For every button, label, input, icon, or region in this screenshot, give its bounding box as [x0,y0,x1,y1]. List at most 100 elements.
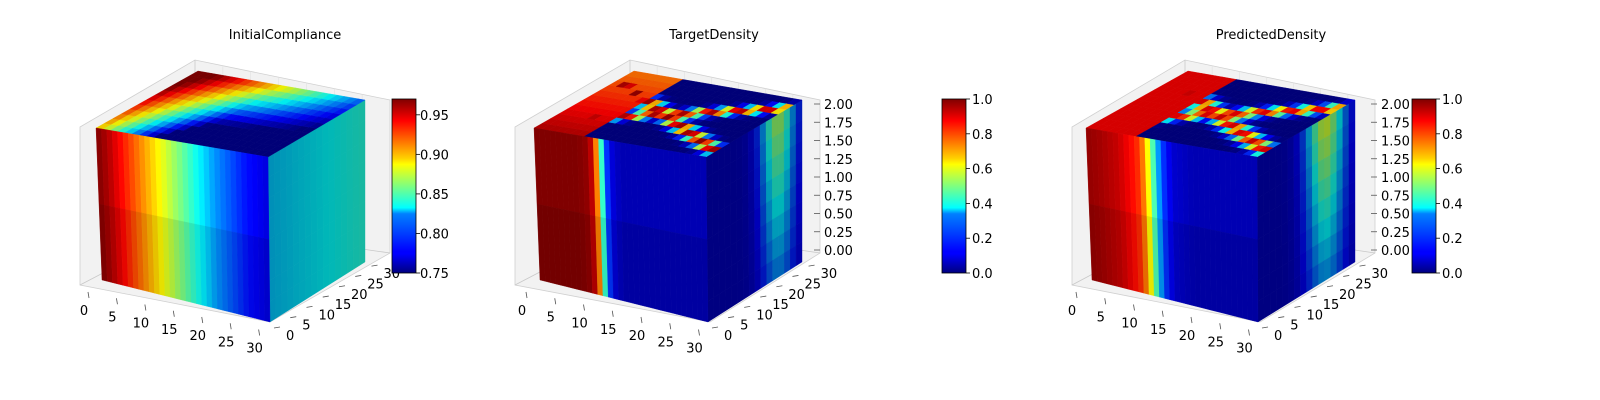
z-tick-label: 0.00 [1381,244,1410,259]
x-tick-mark [1219,323,1222,330]
z-tick-label: 0.75 [824,189,853,204]
voxel-side [292,200,300,226]
voxel-side [1324,154,1331,180]
voxel-side [736,278,744,304]
voxel-side [789,103,797,128]
voxel-side [789,204,797,230]
voxel-side [287,265,294,291]
voxel-side [771,113,779,139]
voxel-side [286,162,293,188]
voxel-side [1287,155,1295,181]
voxel-side [771,154,779,180]
voxel-side [352,123,360,149]
voxel-side [784,248,791,274]
voxel-side [1262,149,1270,175]
voxel-side [298,155,305,181]
voxel-side [742,254,750,280]
voxel-side [723,142,731,168]
voxel-side [322,222,330,248]
voxel-side [1281,241,1289,267]
y-tick-label: 0 [724,329,732,344]
voxel-front [1240,154,1248,238]
z-tick-label: 0.00 [824,244,853,259]
voxel-front [1236,234,1243,319]
z-tick-label: 0.50 [824,208,853,223]
voxel-side [772,195,779,221]
voxel-side [772,174,779,200]
voxel-side [1330,252,1338,278]
voxel-side [1256,173,1264,199]
voxel-side [1330,232,1337,258]
voxel-side [328,239,336,265]
voxel-side [712,252,720,278]
x-tick-mark [229,323,232,330]
colorbar-predicted-density: 0.0 0.2 0.4 0.6 0.8 1.0 [1411,93,1463,282]
voxel-side [328,219,336,245]
voxel-side [323,263,330,289]
voxel-side [748,169,755,194]
voxel-side [1324,215,1331,241]
voxel-side [713,272,720,299]
voxel-side [1287,196,1295,222]
voxel-side [795,241,803,267]
voxel-side [299,278,306,304]
y-tick-mark [371,264,378,267]
voxel-side [1269,289,1277,315]
voxel-front [1251,155,1258,240]
x-tick-label: 30 [1236,342,1253,357]
voxel-side [1305,124,1313,150]
x-tick-label: 10 [1121,317,1138,332]
voxel-side [777,130,785,156]
voxel-side [753,144,761,170]
voxel-side [298,176,306,202]
voxel-front [1246,237,1254,321]
x-tick-mark [201,316,204,324]
colorbar-tick-label: 0.0 [1442,267,1463,282]
voxel-side [340,110,348,135]
voxel-side [736,237,744,263]
colorbar-tick-label: 0.2 [1442,232,1463,247]
voxel-side [760,263,767,289]
colorbar-tick-label: 0.2 [972,232,993,247]
z-tick-label: 1.75 [824,116,853,131]
voxel-side [1318,137,1325,163]
voxel-side [1269,248,1277,274]
colorbar-tick-label: 0.4 [972,197,993,212]
voxel-side [1269,166,1276,192]
voxel-side [1299,209,1307,235]
x-tick-mark [698,329,700,336]
voxel-side [1269,228,1277,254]
voxel-side [718,166,725,192]
voxel-side [1348,119,1356,145]
voxel-side [358,180,366,206]
voxel-side [1312,182,1319,207]
voxel-side [790,245,797,270]
voxel-side [729,159,737,185]
voxel-side [777,171,785,196]
voxel-side [358,140,366,165]
voxel-side [1348,221,1356,246]
voxel-top [349,98,366,105]
voxel-side [1342,143,1350,169]
voxel-side [322,161,330,187]
colorbar-tick-label: 0.95 [420,109,449,124]
voxel-side [748,250,756,276]
voxel-side [772,215,779,241]
voxel-side [789,224,797,250]
voxel-side [281,248,288,274]
voxel-side [1342,103,1350,128]
y-tick-label: 30 [821,267,838,282]
voxel-side [340,211,348,237]
voxel-side [1275,203,1283,229]
voxel-side [1269,269,1277,295]
voxel-side [719,269,726,295]
voxel-side [1330,191,1337,217]
voxel-side [766,239,773,265]
voxel-side [316,185,324,211]
voxel-side [1336,208,1344,233]
voxel-side [346,106,354,132]
voxel-side [789,184,797,209]
voxel-front [263,238,271,323]
voxel-side [1330,130,1337,156]
voxel-side [1294,274,1301,300]
